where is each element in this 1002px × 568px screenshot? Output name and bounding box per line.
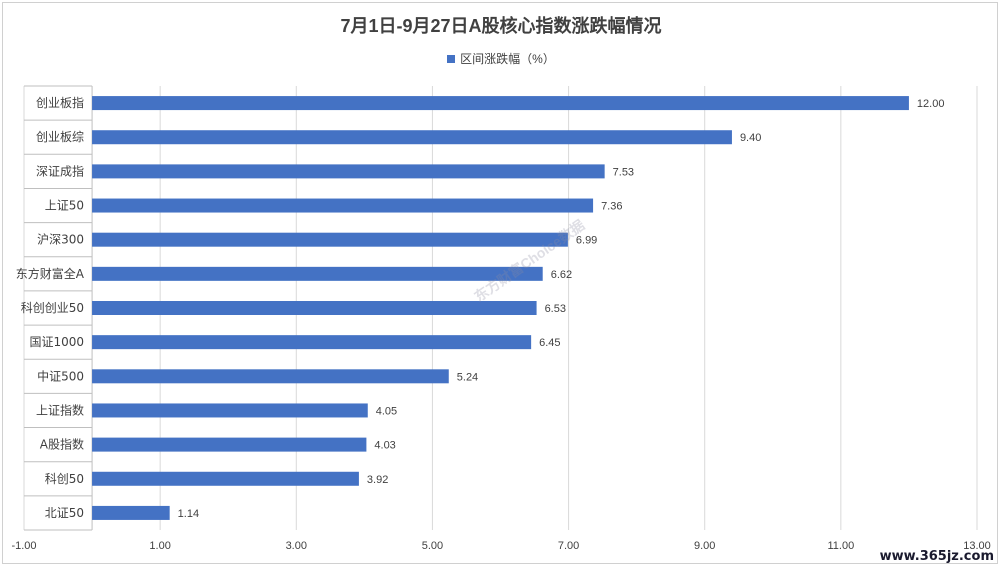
data-label: 6.53 [545,303,566,315]
category-label: 创业板综 [36,130,84,144]
category-label: 上证50 [45,199,84,213]
category-label: 沪深300 [37,233,84,247]
x-tick-label: 1.00 [149,540,170,552]
bar [92,232,568,247]
category-label: 中证500 [37,368,84,383]
bar [92,164,605,179]
data-label: 3.92 [367,474,388,486]
x-tick-label: -1.00 [11,540,36,552]
bar [92,403,368,418]
bar [92,505,170,520]
x-tick-label: 11.00 [827,540,854,552]
x-tick-label: 3.00 [286,540,307,552]
data-label: 6.99 [576,235,597,247]
legend-label: 区间涨跌幅（%） [460,52,555,66]
x-tick-label: 7.00 [558,540,579,552]
bar [92,130,732,145]
data-label: 5.24 [457,371,478,383]
x-tick-label: 13.00 [963,540,991,552]
data-label: 7.36 [601,201,622,213]
data-label: 1.14 [178,508,199,520]
category-label: 深证成指 [36,163,84,178]
bar [92,369,449,384]
bar [92,301,537,315]
bar [92,437,367,452]
data-label: 6.45 [539,337,560,349]
chart-legend: 区间涨跌幅（%） [0,50,1002,67]
category-label: 上证指数 [36,402,84,417]
data-label: 7.53 [613,166,634,178]
bar [92,198,594,213]
bar [92,266,543,281]
category-label: 国证1000 [29,335,84,349]
bar [92,96,909,111]
chart-title: 7月1日-9月27日A股核心指数涨跌幅情况 [340,16,662,36]
bar [92,335,532,350]
category-label: 科创50 [45,472,84,486]
category-label: 北证50 [45,506,84,520]
x-tick-label: 5.00 [422,540,443,552]
legend-swatch [447,55,456,63]
x-tick-label: 9.00 [694,540,715,552]
data-label: 12.00 [917,98,945,110]
category-label: 东方财富全A [16,266,85,281]
site-mark: www.365jz.com [879,549,994,564]
data-label: 6.62 [551,269,572,281]
category-label: A股指数 [40,437,84,452]
data-label: 4.03 [374,440,395,452]
data-label: 4.05 [376,405,397,417]
bar [92,471,359,486]
category-label: 科创创业50 [21,301,84,315]
category-label: 创业板指 [36,95,84,110]
data-label: 9.40 [740,132,761,144]
